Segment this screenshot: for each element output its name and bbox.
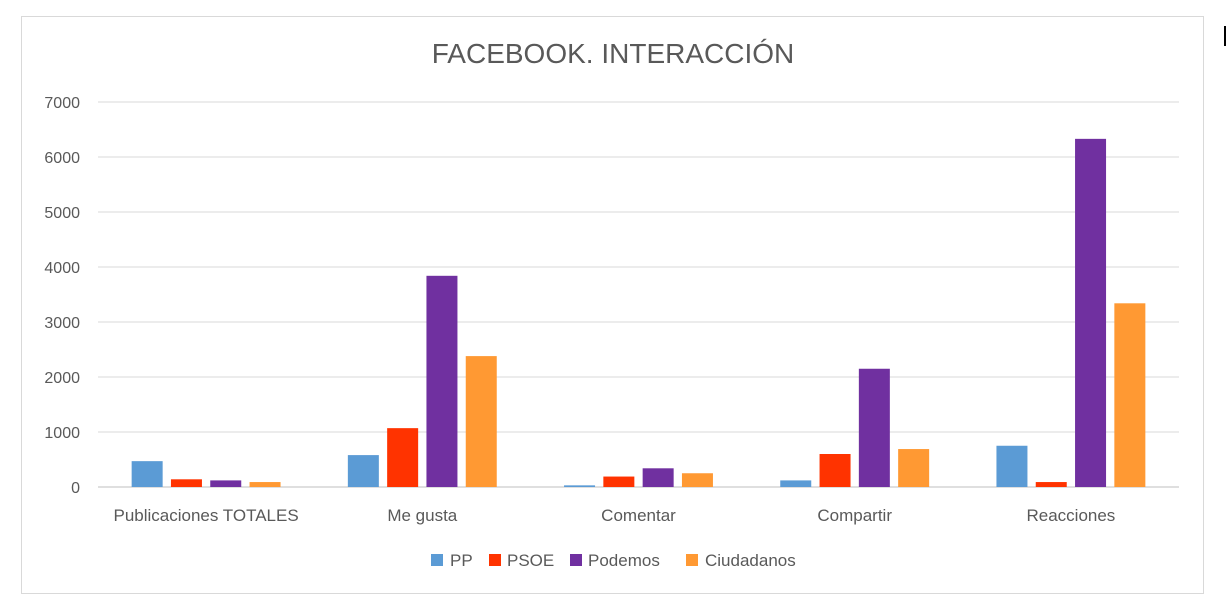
bar-ciudadanos	[681, 473, 713, 487]
y-tick-label: 2000	[44, 370, 80, 387]
bar-psoe	[1035, 482, 1067, 487]
y-tick-label: 5000	[44, 205, 80, 222]
legend: PP PSOE Podemos Ciudadanos	[431, 551, 796, 570]
bar-psoe	[819, 454, 851, 487]
bar-ciudadanos	[465, 356, 497, 487]
x-category-label: Compartir	[817, 506, 892, 525]
legend-label-pp: PP	[450, 551, 473, 570]
bar-psoe	[387, 428, 419, 487]
y-tick-label: 7000	[44, 95, 80, 112]
y-axis-ticks: 0 1000 2000 3000 4000 5000 6000 7000	[44, 95, 80, 497]
legend-label-ciudadanos: Ciudadanos	[705, 551, 796, 570]
bar-podemos	[642, 468, 674, 487]
y-tick-label: 3000	[44, 315, 80, 332]
legend-swatch-pp	[431, 554, 443, 566]
bar-ciudadanos	[249, 482, 281, 487]
bar-podemos	[1075, 138, 1107, 487]
legend-swatch-podemos	[570, 554, 582, 566]
legend-label-podemos: Podemos	[588, 551, 660, 570]
x-category-label: Reacciones	[1026, 506, 1115, 525]
bar-podemos	[858, 368, 890, 487]
bar-pp	[347, 455, 379, 487]
legend-label-psoe: PSOE	[507, 551, 554, 570]
x-axis-categories: Publicaciones TOTALES Me gusta Comentar Com…	[113, 506, 1115, 525]
bar-pp	[564, 485, 596, 487]
bar-psoe	[603, 476, 635, 487]
bar-podemos	[426, 275, 458, 487]
chart-title: FACEBOOK. INTERACCIÓN	[432, 38, 795, 69]
gridlines	[98, 101, 1179, 488]
x-category-label: Comentar	[601, 506, 676, 525]
legend-swatch-psoe	[489, 554, 501, 566]
bar-ciudadanos	[1114, 303, 1146, 487]
y-tick-label: 1000	[44, 425, 80, 442]
bars	[131, 138, 1146, 487]
y-tick-label: 4000	[44, 260, 80, 277]
bar-pp	[131, 461, 163, 487]
bar-podemos	[210, 480, 242, 487]
x-category-label: Publicaciones TOTALES	[113, 506, 298, 525]
bar-pp	[996, 445, 1028, 487]
edge-marker	[1224, 26, 1226, 46]
y-tick-label: 6000	[44, 150, 80, 167]
x-category-label: Me gusta	[387, 506, 457, 525]
chart-area	[21, 16, 1204, 594]
legend-swatch-ciudadanos	[686, 554, 698, 566]
bar-psoe	[170, 479, 202, 487]
bar-pp	[780, 480, 812, 487]
y-tick-label: 0	[71, 480, 80, 497]
bar-ciudadanos	[898, 449, 930, 487]
